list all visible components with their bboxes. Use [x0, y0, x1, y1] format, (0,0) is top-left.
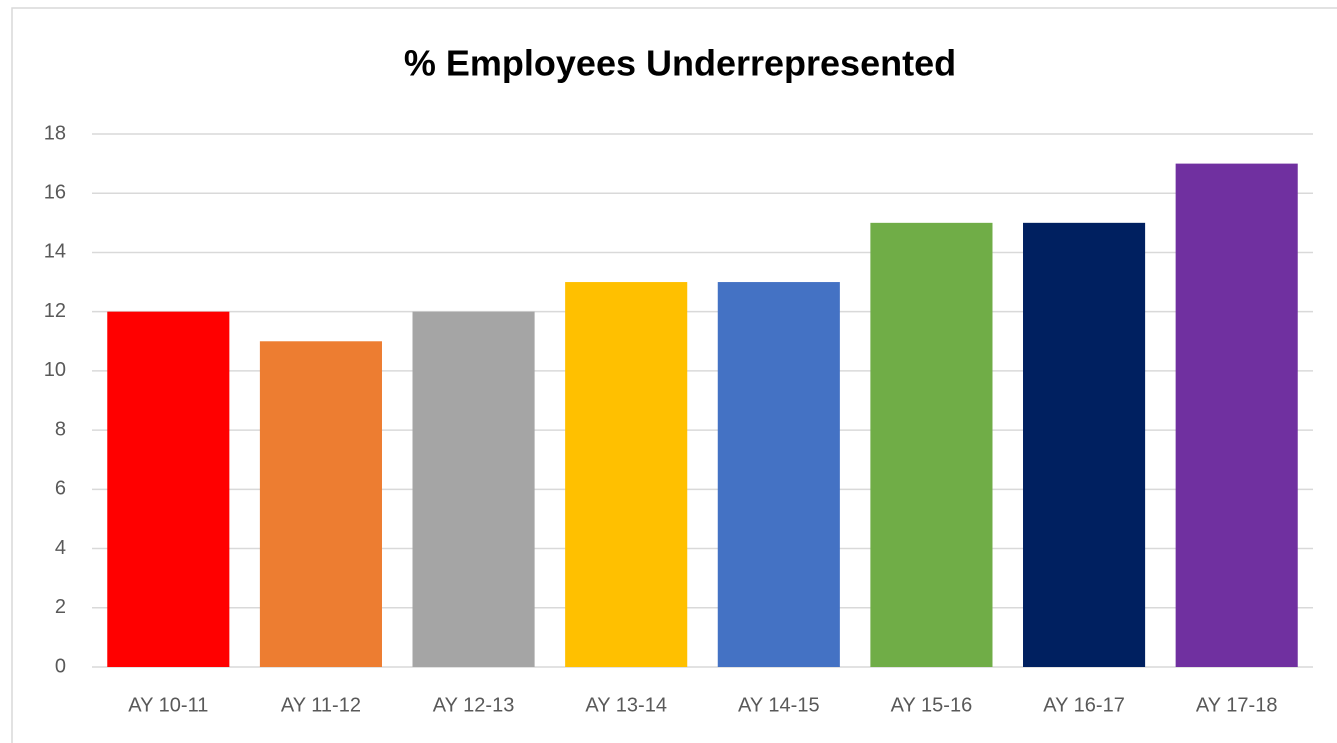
y-tick-label: 12 — [44, 300, 66, 322]
x-tick-label: AY 16-17 — [1043, 694, 1125, 716]
bar — [1175, 163, 1298, 667]
x-tick-label: AY 11-12 — [281, 694, 361, 716]
bar — [259, 341, 382, 667]
y-tick-label: 18 — [44, 122, 66, 144]
bar — [1023, 222, 1146, 668]
bar — [870, 222, 993, 668]
y-tick-label: 14 — [44, 241, 66, 263]
bar — [565, 282, 688, 667]
chart-title: % Employees Underrepresented — [404, 43, 956, 84]
x-tick-label: AY 17-18 — [1196, 694, 1278, 716]
bar — [107, 311, 230, 667]
y-tick-label: 16 — [44, 182, 66, 204]
x-tick-label: AY 14-15 — [738, 694, 820, 716]
bar — [717, 282, 840, 667]
bar — [412, 311, 535, 667]
y-tick-label: 10 — [44, 359, 66, 381]
x-tick-label: AY 15-16 — [891, 694, 973, 716]
y-tick-label: 0 — [55, 655, 66, 677]
y-tick-label: 2 — [55, 596, 66, 618]
x-tick-label: AY 12-13 — [433, 694, 515, 716]
x-tick-label: AY 13-14 — [585, 694, 667, 716]
x-tick-label: AY 10-11 — [128, 694, 208, 716]
y-tick-label: 4 — [55, 537, 66, 559]
y-tick-label: 6 — [55, 478, 66, 500]
y-tick-label: 8 — [55, 418, 66, 440]
